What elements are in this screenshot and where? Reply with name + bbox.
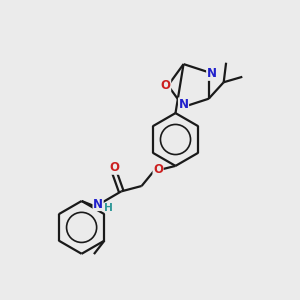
Text: O: O: [160, 79, 171, 92]
Text: H: H: [103, 203, 112, 213]
Text: O: O: [110, 161, 120, 174]
Text: N: N: [207, 67, 217, 80]
Text: O: O: [153, 163, 163, 176]
Text: N: N: [178, 98, 188, 111]
Text: N: N: [93, 197, 103, 211]
